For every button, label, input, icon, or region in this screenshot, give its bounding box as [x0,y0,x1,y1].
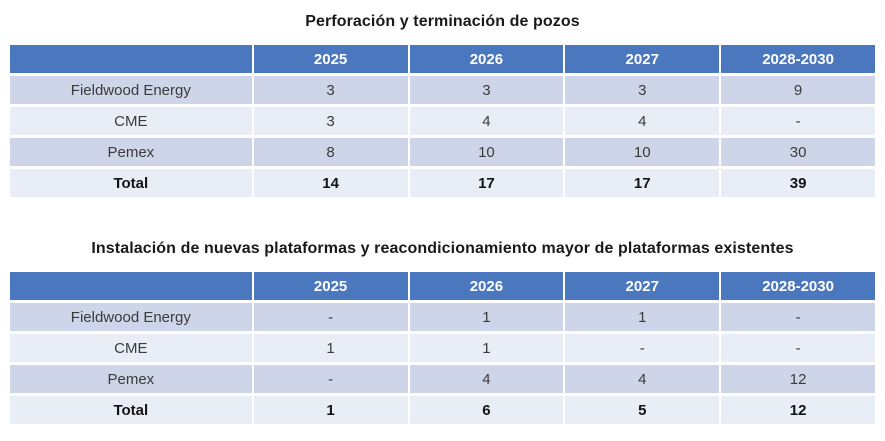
cell-value: 8 [253,138,408,166]
table-row-cme: CME 3 4 4 - [10,107,875,135]
table-row-fieldwood: Fieldwood Energy 3 3 3 9 [10,76,875,104]
cell-value: 12 [721,396,875,424]
row-label: CME [10,107,252,135]
cell-value: 39 [721,169,875,197]
row-label: CME [10,334,252,362]
cell-value: 4 [409,107,564,135]
table-row-total: Total 1 6 5 12 [10,396,875,424]
cell-value: - [721,107,875,135]
cell-value: - [721,334,875,362]
cell-value: - [565,334,720,362]
cell-value: 10 [409,138,564,166]
wells-table-title: Perforación y terminación de pozos [305,13,580,30]
cell-value: 3 [253,76,408,104]
cell-value: 3 [409,76,564,104]
wells-header-2027: 2027 [565,45,720,73]
table-row-pemex: Pemex - 4 4 12 [10,365,875,393]
cell-value: 1 [409,303,564,331]
cell-value: - [253,303,408,331]
cell-value: 12 [721,365,875,393]
row-label: Pemex [10,138,252,166]
cell-value: - [721,303,875,331]
row-label: Fieldwood Energy [10,76,252,104]
platforms-table-title: Instalación de nuevas plataformas y reac… [91,240,794,257]
cell-value: 1 [565,303,720,331]
cell-value: - [253,365,408,393]
table-row-fieldwood: Fieldwood Energy - 1 1 - [10,303,875,331]
wells-header-row: 2025 2026 2027 2028-2030 [10,45,875,73]
wells-header-2028-2030: 2028-2030 [721,45,875,73]
cell-value: 1 [253,396,408,424]
cell-value: 5 [565,396,720,424]
cell-value: 17 [565,169,720,197]
wells-header-2025: 2025 [253,45,408,73]
cell-value: 4 [409,365,564,393]
cell-value: 10 [565,138,720,166]
row-label: Total [10,396,252,424]
cell-value: 4 [565,365,720,393]
row-label: Fieldwood Energy [10,303,252,331]
cell-value: 1 [253,334,408,362]
cell-value: 9 [721,76,875,104]
wells-table: 2025 2026 2027 2028-2030 Fieldwood Energ… [8,42,877,200]
platforms-header-empty [10,272,252,300]
cell-value: 1 [409,334,564,362]
table-row-cme: CME 1 1 - - [10,334,875,362]
platforms-table: 2025 2026 2027 2028-2030 Fieldwood Energ… [8,269,877,427]
cell-value: 30 [721,138,875,166]
cell-value: 3 [565,76,720,104]
table-row-total: Total 14 17 17 39 [10,169,875,197]
cell-value: 17 [409,169,564,197]
wells-header-empty [10,45,252,73]
cell-value: 6 [409,396,564,424]
platforms-header-2025: 2025 [253,272,408,300]
cell-value: 14 [253,169,408,197]
platforms-header-2026: 2026 [409,272,564,300]
platforms-header-2027: 2027 [565,272,720,300]
wells-header-2026: 2026 [409,45,564,73]
platforms-header-row: 2025 2026 2027 2028-2030 [10,272,875,300]
row-label: Pemex [10,365,252,393]
cell-value: 4 [565,107,720,135]
platforms-header-2028-2030: 2028-2030 [721,272,875,300]
row-label: Total [10,169,252,197]
table-row-pemex: Pemex 8 10 10 30 [10,138,875,166]
cell-value: 3 [253,107,408,135]
